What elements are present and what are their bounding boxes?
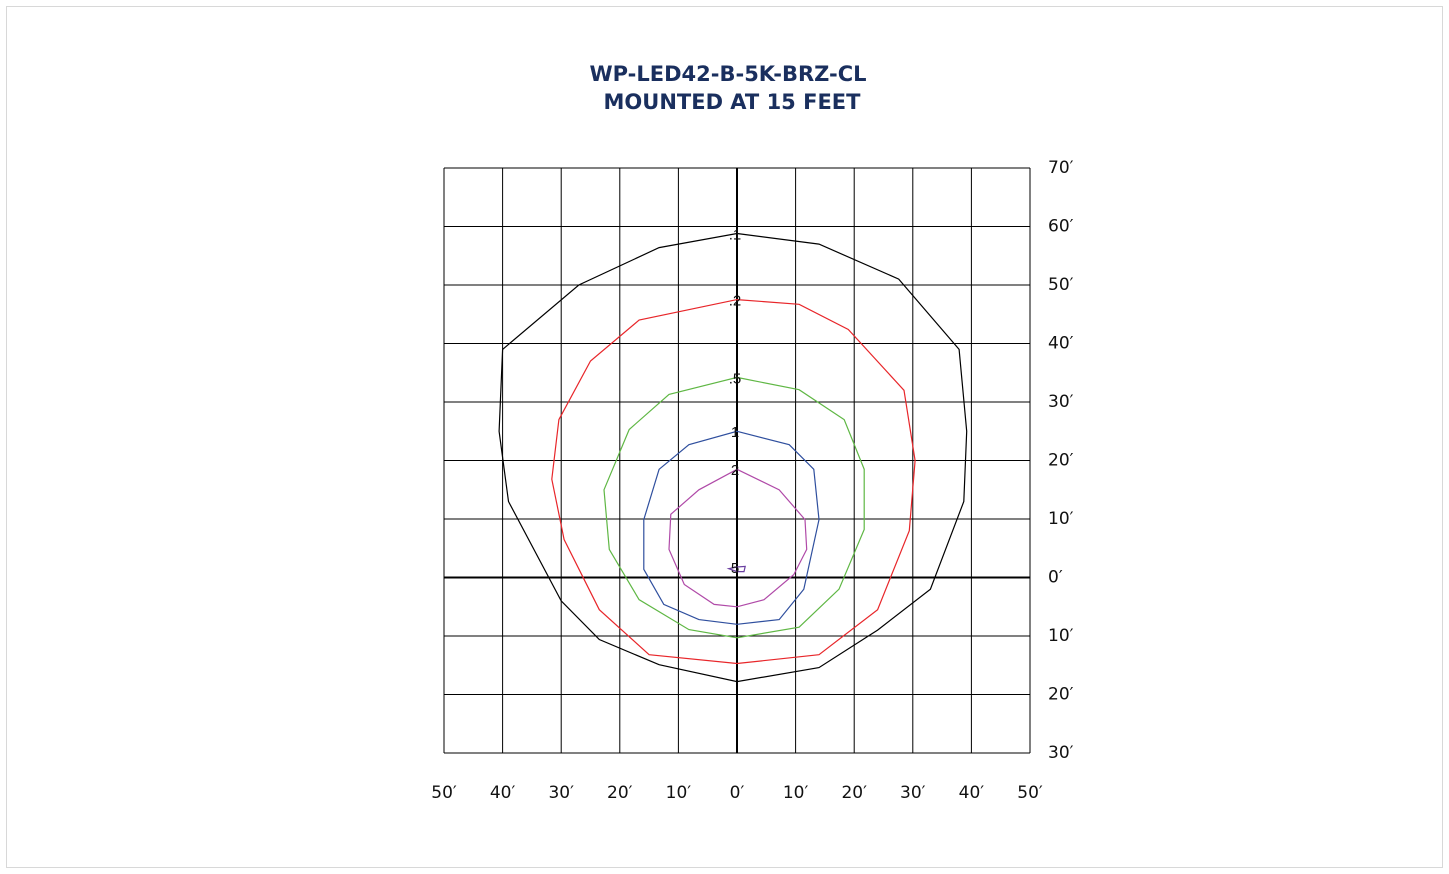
y-tick-label: 20′ [1048,451,1074,471]
isoline [726,565,746,573]
x-tick-label: 30′ [900,783,926,803]
y-tick-label: 50′ [1048,275,1074,295]
y-tick-label: 30′ [1048,743,1074,763]
x-tick-label: 30′ [548,783,574,803]
isoline-label: .1 [729,226,742,243]
x-tick-label: 50′ [431,783,457,803]
y-tick-label: 40′ [1048,334,1074,354]
isoline-label: .5 [729,370,742,387]
isoline [603,376,865,639]
y-tick-label: 0′ [1048,568,1063,588]
x-tick-label: 20′ [607,783,633,803]
y-tick-label: 70′ [1048,158,1074,178]
isoline [498,232,968,683]
isoline-label: 1 [731,424,739,441]
y-tick-label: 30′ [1048,392,1074,412]
chart-subtitle: MOUNTED AT 15 FEET [604,90,862,114]
frame [6,6,1443,868]
isoline-label: 2 [731,462,739,479]
isoline-label: 5 [731,560,739,577]
x-tick-label: 50′ [1017,783,1043,803]
x-tick-label: 0′ [730,783,745,803]
x-tick-label: 20′ [841,783,867,803]
y-tick-label: 20′ [1048,685,1074,705]
isoline-label: .2 [729,293,742,310]
isoline [668,468,808,608]
x-tick-label: 10′ [666,783,692,803]
y-tick-label: 10′ [1048,509,1074,529]
x-tick-label: 10′ [783,783,809,803]
chart-title: WP-LED42-B-5K-BRZ-CL [589,62,866,86]
x-tick-label: 40′ [490,783,516,803]
y-tick-label: 60′ [1048,217,1074,237]
isoline [551,298,916,665]
isoline [643,430,820,625]
x-tick-label: 40′ [959,783,985,803]
y-tick-label: 10′ [1048,626,1074,646]
